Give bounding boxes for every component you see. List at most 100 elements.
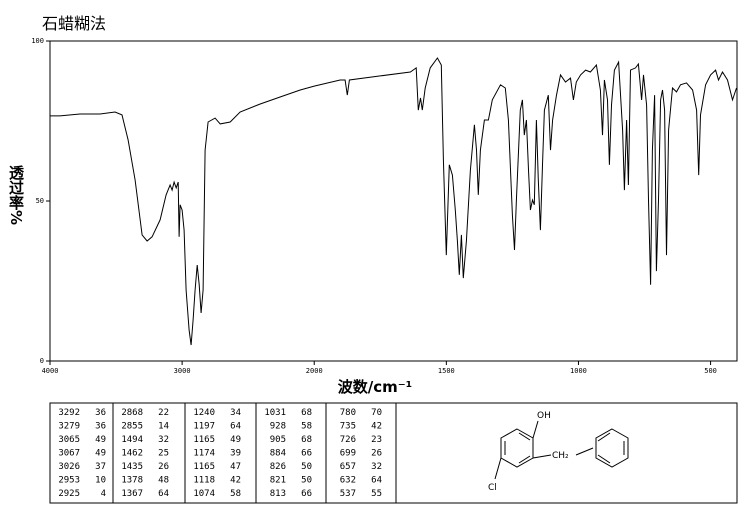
peak-transmittance: 22: [158, 408, 169, 418]
peak-transmittance: 70: [371, 408, 382, 418]
peak-transmittance: 49: [230, 435, 241, 445]
peak-transmittance: 66: [301, 449, 312, 459]
peak-wavenumber: 1435: [121, 462, 143, 472]
peak-transmittance: 50: [301, 476, 312, 486]
peak-wavenumber: 1240: [193, 408, 215, 418]
peak-wavenumber: 657: [340, 462, 356, 472]
peak-wavenumber: 1074: [193, 489, 215, 499]
peak-transmittance: 4: [101, 489, 106, 499]
double-bond: [597, 432, 611, 442]
peak-transmittance: 58: [301, 422, 312, 432]
peak-wavenumber: 1462: [121, 449, 143, 459]
x-tick-label: 1000: [570, 367, 587, 375]
peak-transmittance: 42: [230, 476, 241, 486]
peak-transmittance: 42: [371, 422, 382, 432]
double-bond: [518, 432, 531, 441]
peak-transmittance: 32: [371, 462, 382, 472]
bond: [494, 457, 502, 480]
y-tick-label: 0: [40, 357, 44, 365]
peak-wavenumber: 1118: [193, 476, 215, 486]
peak-wavenumber: 1031: [264, 408, 286, 418]
ring: [500, 428, 534, 468]
peak-wavenumber: 1174: [193, 449, 215, 459]
peak-wavenumber: 537: [340, 489, 356, 499]
peak-wavenumber: 1367: [121, 489, 143, 499]
x-axis-label: 波数/cm⁻¹: [338, 378, 413, 396]
peak-wavenumber: 735: [340, 422, 356, 432]
y-tick-label: 100: [31, 37, 44, 45]
peak-transmittance: 66: [301, 489, 312, 499]
peak-wavenumber: 928: [270, 422, 286, 432]
structure-label: CH₂: [552, 451, 569, 461]
peak-wavenumber: 1165: [193, 435, 215, 445]
peak-transmittance: 39: [230, 449, 241, 459]
peak-transmittance: 64: [158, 489, 169, 499]
x-tick-label: 500: [704, 367, 717, 375]
peak-wavenumber: 3067: [58, 449, 80, 459]
peak-wavenumber: 1197: [193, 422, 215, 432]
peak-wavenumber: 2855: [121, 422, 143, 432]
bond: [532, 420, 539, 439]
peak-transmittance: 23: [371, 435, 382, 445]
peak-transmittance: 36: [95, 408, 106, 418]
peak-transmittance: 48: [158, 476, 169, 486]
peak-wavenumber: 780: [340, 408, 356, 418]
peak-wavenumber: 2953: [58, 476, 80, 486]
peak-wavenumber: 1378: [121, 476, 143, 486]
structure-label: Cl: [488, 483, 497, 493]
peak-wavenumber: 826: [270, 462, 286, 472]
peak-wavenumber: 3279: [58, 422, 80, 432]
y-axis-label: 透过率%: [7, 165, 25, 225]
peak-transmittance: 68: [301, 435, 312, 445]
peak-wavenumber: 813: [270, 489, 286, 499]
peak-transmittance: 26: [158, 462, 169, 472]
peak-transmittance: 64: [230, 422, 241, 432]
peak-transmittance: 58: [230, 489, 241, 499]
double-bond: [597, 454, 611, 464]
peak-transmittance: 50: [301, 462, 312, 472]
spectrum-line: [50, 57, 737, 346]
peak-transmittance: 36: [95, 422, 106, 432]
peak-wavenumber: 1165: [193, 462, 215, 472]
peak-transmittance: 32: [158, 435, 169, 445]
peak-wavenumber: 2925: [58, 489, 80, 499]
x-tick-label: 3000: [174, 367, 191, 375]
peak-wavenumber: 1494: [121, 435, 143, 445]
ring: [595, 428, 629, 468]
x-tick-label: 1500: [438, 367, 455, 375]
structure: [494, 420, 629, 480]
peak-transmittance: 14: [158, 422, 169, 432]
bond: [575, 447, 594, 456]
peak-wavenumber: 3065: [58, 435, 80, 445]
peak-wavenumber: 699: [340, 449, 356, 459]
peak-table-frame: [49, 402, 738, 504]
structure-label: OH: [537, 411, 551, 421]
peak-transmittance: 25: [158, 449, 169, 459]
double-bond: [518, 455, 531, 464]
peak-transmittance: 68: [301, 408, 312, 418]
peak-transmittance: 64: [371, 476, 382, 486]
peak-wavenumber: 2868: [121, 408, 143, 418]
peak-wavenumber: 884: [270, 449, 286, 459]
peak-wavenumber: 3292: [58, 408, 80, 418]
peak-wavenumber: 632: [340, 476, 356, 486]
x-tick-label: 4000: [42, 367, 59, 375]
bond: [532, 454, 552, 459]
peak-transmittance: 26: [371, 449, 382, 459]
y-tick-label: 50: [36, 197, 44, 205]
plot-frame: [49, 40, 738, 362]
peak-wavenumber: 821: [270, 476, 286, 486]
peak-wavenumber: 905: [270, 435, 286, 445]
chart-title: 石蜡糊法: [42, 14, 106, 33]
peak-transmittance: 37: [95, 462, 106, 472]
peak-wavenumber: 726: [340, 435, 356, 445]
peak-transmittance: 49: [95, 449, 106, 459]
peak-wavenumber: 3026: [58, 462, 80, 472]
peak-transmittance: 55: [371, 489, 382, 499]
x-tick-label: 2000: [306, 367, 323, 375]
peak-transmittance: 49: [95, 435, 106, 445]
peak-transmittance: 34: [230, 408, 241, 418]
peak-transmittance: 10: [95, 476, 106, 486]
peak-transmittance: 47: [230, 462, 241, 472]
